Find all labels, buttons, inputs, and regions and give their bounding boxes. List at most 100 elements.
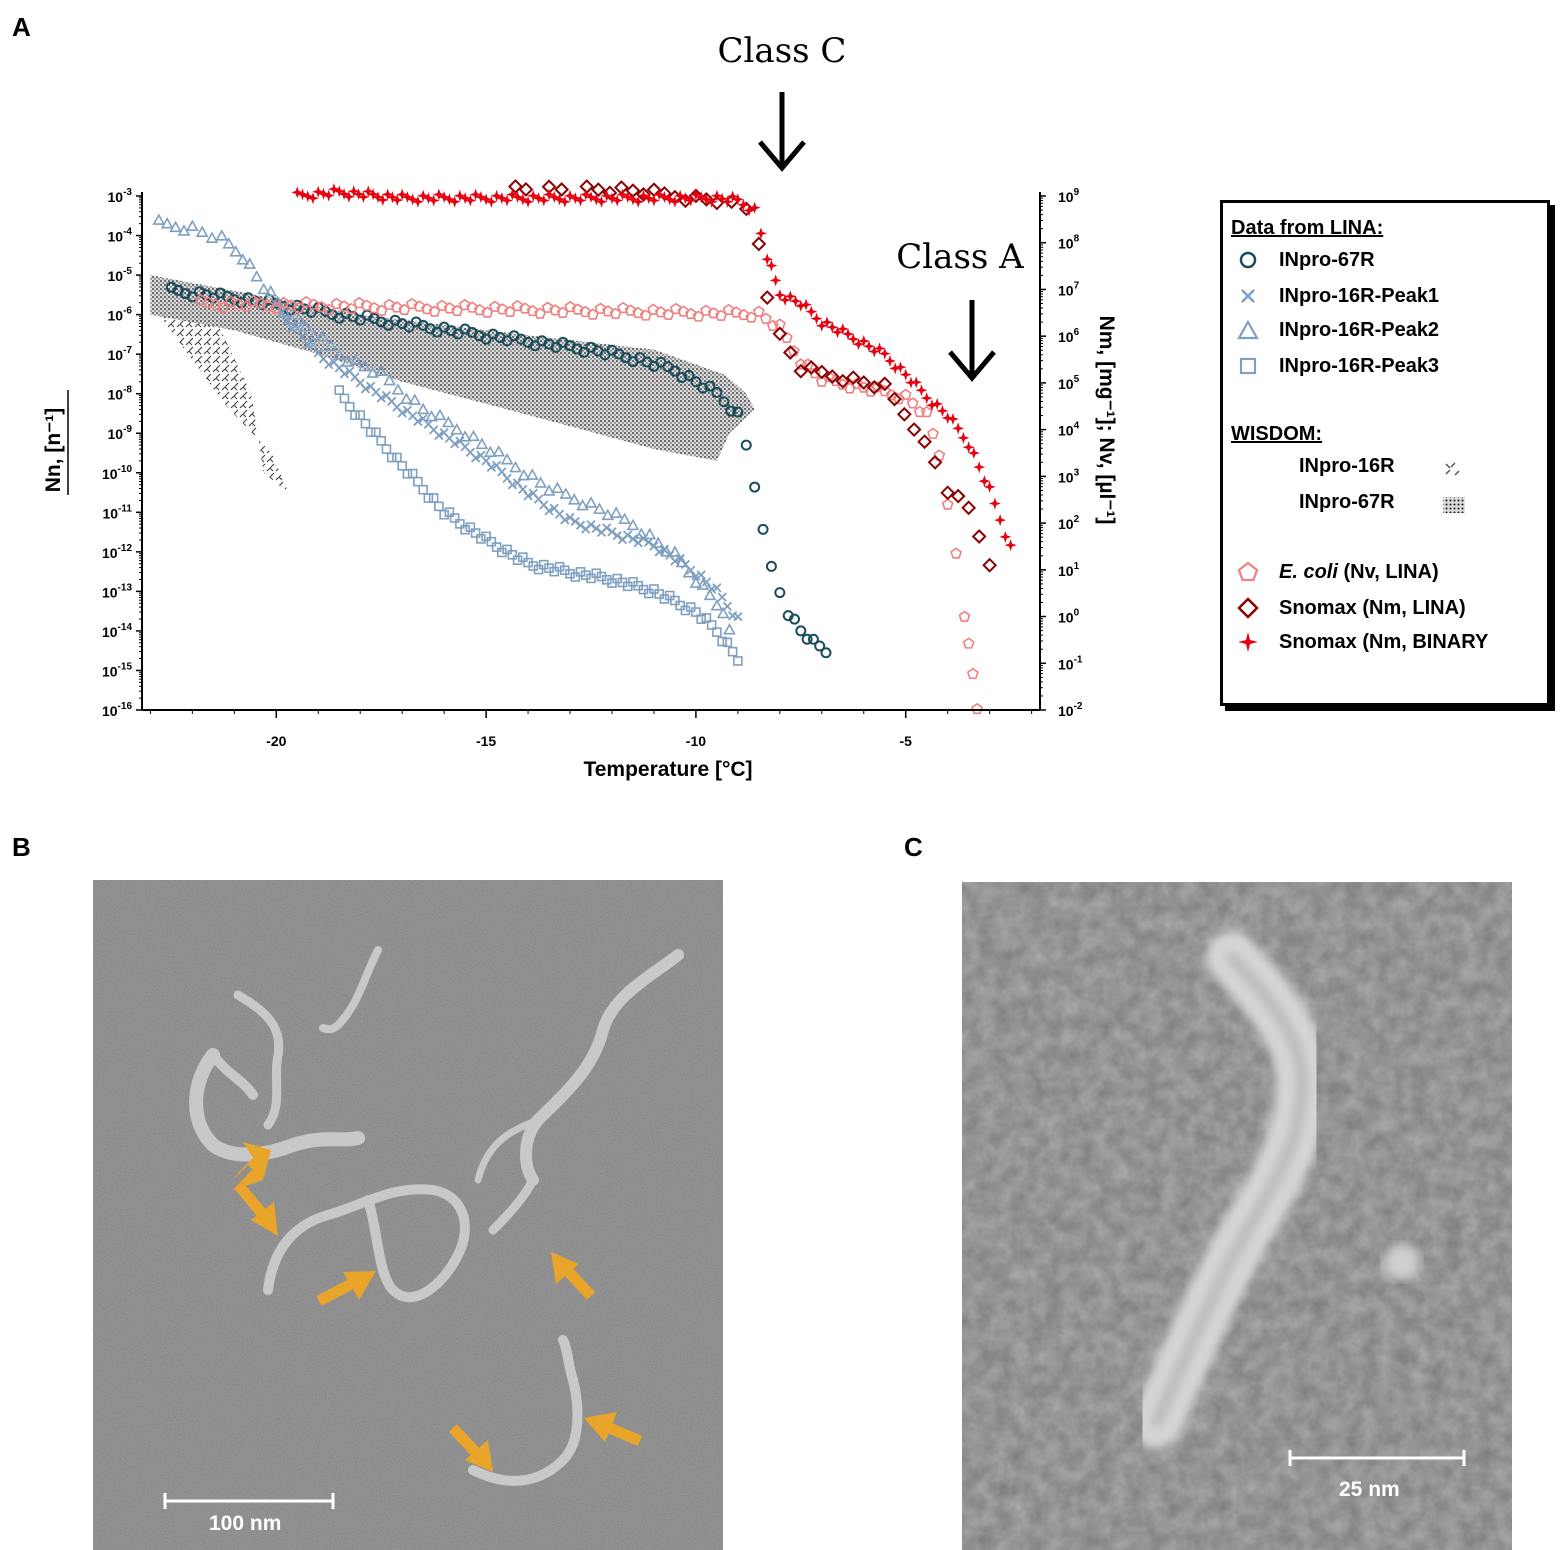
data-point: [691, 607, 701, 617]
data-point: [710, 189, 723, 202]
data-point: [789, 613, 801, 625]
data-point: [338, 300, 350, 312]
data-point: [688, 188, 704, 204]
legend-item-wisdom-67r: INpro-67R: [1299, 491, 1395, 514]
legend-label: Snomax (Nm, LINA): [1279, 596, 1466, 619]
data-point: [444, 507, 455, 517]
data-point: [660, 545, 673, 557]
data-point: [392, 452, 402, 463]
data-point: [712, 583, 722, 593]
hatch-swatch-icon: [1445, 462, 1460, 476]
data-point: [522, 195, 535, 208]
data-point: [962, 441, 975, 454]
data-point: [383, 373, 396, 386]
right-tick-label: 106: [1058, 327, 1080, 345]
scale-bar-c: [1288, 1450, 1466, 1466]
data-point: [483, 445, 497, 458]
legend-label: INpro-67R: [1279, 248, 1375, 271]
data-point: [887, 391, 902, 407]
data-point: [591, 523, 601, 534]
data-point: [863, 340, 876, 353]
dots-swatch-icon: [1443, 497, 1465, 513]
data-point: [229, 245, 243, 257]
data-point: [856, 375, 872, 390]
data-point: [554, 182, 570, 197]
data-point: [570, 516, 580, 527]
micrograph-c: 25 nm: [962, 882, 1512, 1550]
data-point: [579, 179, 595, 194]
data-point: [696, 578, 710, 590]
data-point: [427, 194, 440, 207]
data-point: [299, 319, 313, 332]
data-point: [476, 534, 486, 544]
data-point: [866, 379, 882, 395]
data-point: [941, 498, 954, 510]
data-point: [579, 188, 592, 201]
data-point: [564, 300, 577, 313]
data-point: [966, 667, 979, 680]
data-point: [904, 376, 917, 389]
data-point: [350, 410, 360, 420]
data-point: [815, 319, 828, 332]
data-point: [509, 460, 522, 473]
data-point: [663, 193, 676, 206]
data-point: [347, 185, 360, 198]
data-point: [726, 190, 739, 203]
data-point: [988, 497, 1001, 510]
data-point: [779, 293, 792, 306]
data-point: [600, 189, 613, 202]
data-point: [550, 341, 562, 353]
data-point: [564, 189, 577, 202]
data-point: [624, 304, 637, 316]
data-point: [516, 193, 529, 206]
data-point: [452, 328, 464, 340]
data-point: [700, 304, 713, 316]
data-point: [765, 259, 778, 272]
data-point: [593, 502, 606, 514]
data-point: [794, 299, 807, 312]
data-point: [675, 555, 689, 568]
data-point: [357, 190, 370, 203]
data-point: [752, 305, 765, 317]
data-point: [730, 306, 743, 318]
data-point: [585, 190, 597, 203]
data-point: [466, 301, 479, 313]
data-point: [195, 225, 209, 237]
data-point: [931, 397, 944, 410]
y-left-axis-label: Nn, [n⁻¹]: [42, 408, 65, 493]
data-point: [386, 452, 397, 463]
legend-label-rest: (Nv, LINA): [1337, 560, 1439, 583]
data-point: [301, 190, 314, 203]
data-point: [982, 557, 998, 573]
data-point: [169, 220, 182, 233]
data-point: [707, 307, 720, 319]
left-tick-label: 10-16: [102, 701, 132, 719]
data-point: [371, 427, 381, 438]
data-point: [224, 295, 237, 307]
data-point: [586, 573, 596, 584]
data-point: [576, 498, 589, 511]
data-point: [365, 427, 376, 437]
data-point: [578, 346, 590, 358]
data-point: [396, 188, 409, 201]
data-point: [355, 410, 366, 420]
data-point: [459, 192, 472, 205]
data-point: [701, 577, 712, 587]
data-point: [518, 182, 534, 197]
data-point: [534, 476, 548, 488]
data-point: [511, 190, 524, 203]
data-point: [690, 376, 702, 388]
data-point: [689, 188, 702, 201]
legend-label: Snomax (Nm, BINARY: [1279, 630, 1489, 653]
data-point: [308, 340, 318, 350]
data-point: [390, 301, 403, 313]
left-tick-label: 10-5: [108, 266, 133, 284]
data-point: [595, 195, 608, 208]
data-point: [961, 500, 977, 516]
data-point: [784, 290, 797, 303]
left-tick-label: 10-12: [102, 543, 132, 561]
data-point: [264, 284, 278, 297]
data-point: [733, 611, 743, 622]
data-point: [316, 330, 329, 342]
data-point: [443, 193, 456, 206]
